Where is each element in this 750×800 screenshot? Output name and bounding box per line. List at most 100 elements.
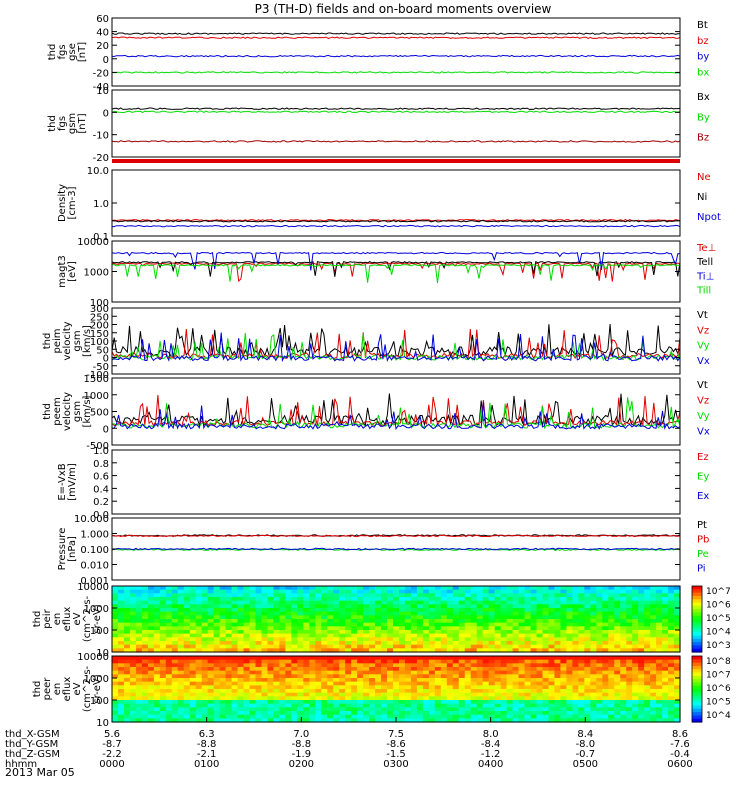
spectrogram-cell xyxy=(213,656,221,661)
spectrogram-cell xyxy=(656,637,663,642)
spectrogram-cell xyxy=(159,703,167,708)
spectrogram-cell xyxy=(518,674,526,679)
spectrogram-cell xyxy=(159,659,167,664)
spectrogram-cell xyxy=(351,681,358,686)
spectrogram-cell xyxy=(476,641,484,646)
spectrogram-cell xyxy=(303,685,310,690)
spectrogram-cell xyxy=(572,663,579,668)
spectrogram-cell xyxy=(560,692,567,697)
spectrogram-cell xyxy=(159,678,167,683)
spectrogram-cell xyxy=(321,703,328,708)
spectrogram-cell xyxy=(357,604,364,609)
spectrogram-cell xyxy=(434,600,442,605)
spectrogram-cell xyxy=(488,648,496,653)
spectrogram-cell xyxy=(602,615,609,620)
spectrogram-cell xyxy=(560,711,567,716)
spectrogram-cell xyxy=(662,619,669,624)
y-axis-label-line: peim xyxy=(52,328,63,353)
spectrogram-cell xyxy=(662,670,669,675)
spectrogram-cell xyxy=(112,589,119,594)
spectrogram-cell xyxy=(470,600,478,605)
spectrogram-cell xyxy=(596,586,603,591)
spectrogram-cell xyxy=(255,626,263,631)
spectrogram-cell xyxy=(596,600,603,605)
spectrogram-cell xyxy=(339,633,346,638)
spectrogram-cell xyxy=(309,641,316,646)
y-axis-label-line: [km/s] xyxy=(82,395,93,427)
spectrogram-cell xyxy=(404,622,412,627)
spectrogram-cell xyxy=(566,714,573,719)
spectrogram-cell xyxy=(177,692,185,697)
spectrogram-cell xyxy=(542,659,550,664)
spectrogram-cell xyxy=(171,637,179,642)
spectrogram-cell xyxy=(141,608,149,613)
spectrogram-cell xyxy=(303,696,310,701)
spectrogram-cell xyxy=(201,611,209,616)
spectrogram-cell xyxy=(650,608,657,613)
spectrogram-cell xyxy=(560,656,567,661)
spectrogram-cell xyxy=(452,600,460,605)
spectrogram-cell xyxy=(243,711,251,716)
spectrogram-cell xyxy=(656,589,663,594)
spectrogram-cell xyxy=(632,586,639,591)
spectrogram-cell xyxy=(112,630,119,635)
spectrogram-cell xyxy=(470,630,478,635)
x-row-value: -8.7 xyxy=(102,739,122,750)
spectrogram-cell xyxy=(225,622,233,627)
spectrogram-cell xyxy=(452,626,460,631)
spectrogram-cell xyxy=(183,663,191,668)
y-tick-label: 1.000 xyxy=(80,530,109,541)
spectrogram-cell xyxy=(213,659,221,664)
spectrogram-cell xyxy=(273,637,281,642)
spectrogram-cell xyxy=(147,714,155,719)
spectrogram-cell xyxy=(524,619,532,624)
spectrogram-cell xyxy=(530,703,538,708)
spectrogram-cell xyxy=(219,718,227,723)
colorbar-step xyxy=(692,705,702,710)
spectrogram-cell xyxy=(165,637,173,642)
spectrogram-cell xyxy=(506,692,514,697)
spectrogram-cell xyxy=(644,637,651,642)
spectrogram-cell xyxy=(476,659,484,664)
spectrogram-cell xyxy=(135,707,143,712)
spectrogram-cell xyxy=(422,600,430,605)
y-tick-label: 200 xyxy=(90,321,109,332)
spectrogram-cell xyxy=(189,589,197,594)
spectrogram-cell xyxy=(345,622,352,627)
spectrogram-cell xyxy=(225,619,233,624)
spectrogram-cell xyxy=(135,644,143,649)
spectrogram-cell xyxy=(207,681,215,686)
spectrogram-cell xyxy=(147,685,155,690)
spectrogram-cell xyxy=(237,619,245,624)
spectrogram-cell xyxy=(219,670,227,675)
spectrogram-cell xyxy=(183,648,191,653)
spectrogram-cell xyxy=(608,681,615,686)
spectrogram-cell xyxy=(632,619,639,624)
spectrogram-cell xyxy=(237,692,245,697)
spectrogram-cell xyxy=(237,656,245,661)
spectrogram-cell xyxy=(512,586,520,591)
spectrogram-cell xyxy=(189,714,197,719)
spectrogram-cell xyxy=(345,700,352,705)
spectrogram-cell xyxy=(357,586,364,591)
spectrogram-cell xyxy=(267,718,275,723)
spectrogram-cell xyxy=(207,718,215,723)
spectrogram-cell xyxy=(195,689,203,694)
spectrogram-cell xyxy=(458,678,466,683)
spectrogram-cell xyxy=(410,630,418,635)
spectrogram-cell xyxy=(165,633,173,638)
spectrogram-cell xyxy=(632,593,639,598)
spectrogram-cell xyxy=(410,615,418,620)
spectrogram-cell xyxy=(249,644,257,649)
spectrogram-cell xyxy=(303,630,310,635)
spectrogram-cell xyxy=(297,619,304,624)
spectrogram-cell xyxy=(524,685,532,690)
spectrogram-cell xyxy=(297,608,304,613)
spectrogram-cell xyxy=(255,656,263,661)
spectrogram-cell xyxy=(512,692,520,697)
spectrogram-cell xyxy=(530,670,538,675)
spectrogram-cell xyxy=(440,630,448,635)
spectrogram-cell xyxy=(632,615,639,620)
spectrogram-cell xyxy=(512,667,520,672)
spectrogram-cell xyxy=(369,608,376,613)
